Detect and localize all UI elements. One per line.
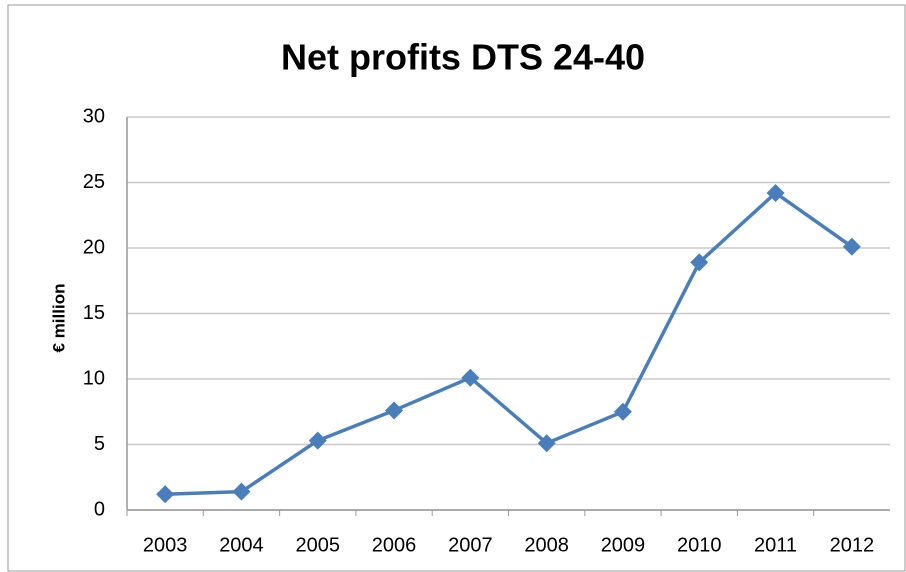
x-tick-label: 2003 [143, 534, 188, 556]
x-tick-label: 2010 [677, 534, 722, 556]
y-tick-label: 20 [83, 236, 105, 258]
y-tick-label: 30 [83, 105, 105, 127]
marker [537, 434, 556, 453]
marker [842, 237, 861, 256]
marker [461, 368, 480, 387]
x-tick-label: 2004 [219, 534, 264, 556]
x-tick-label: 2006 [372, 534, 417, 556]
marker [232, 482, 251, 501]
x-tick-label: 2007 [448, 534, 493, 556]
marker [613, 402, 632, 421]
x-tick-label: 2008 [524, 534, 569, 556]
chart-title: Net profits DTS 24-40 [281, 37, 645, 78]
y-tick-label: 25 [83, 171, 105, 193]
y-tick-label: 15 [83, 302, 105, 324]
y-tick-label: 0 [94, 498, 105, 520]
x-tick-label: 2012 [830, 534, 875, 556]
marker [766, 183, 785, 202]
line [165, 191, 853, 497]
y-tick-label: 5 [94, 433, 105, 455]
marker [690, 253, 709, 272]
y-tick-label: 10 [83, 367, 105, 389]
x-tick-label: 2009 [601, 534, 646, 556]
x-tick-label: 2005 [296, 534, 341, 556]
x-tick-label: 2011 [754, 534, 797, 556]
marker [308, 431, 327, 450]
chart-frame [7, 4, 906, 572]
y-axis-label: € million [49, 284, 68, 353]
marker [156, 485, 175, 504]
marker [385, 401, 404, 420]
